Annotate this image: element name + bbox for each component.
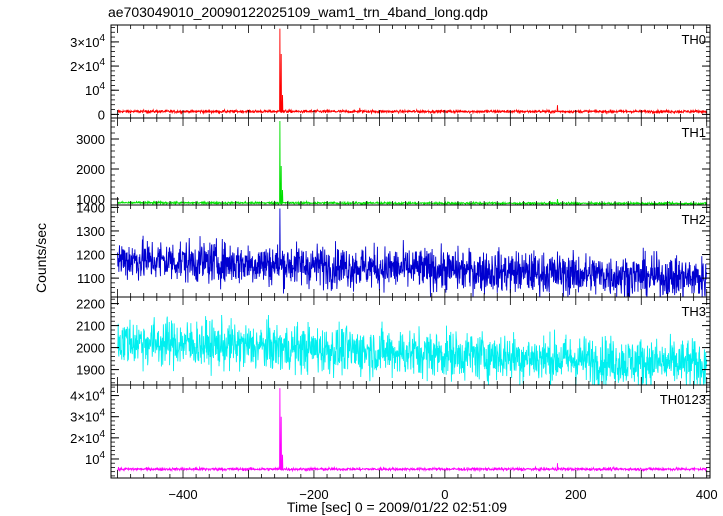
y-tick-label: 2×104 bbox=[70, 429, 105, 446]
y-tick-label: 104 bbox=[85, 81, 105, 98]
panel-label-th1: TH1 bbox=[681, 125, 706, 140]
y-tick-label: 3×104 bbox=[70, 33, 105, 50]
y-tick-label: 2200 bbox=[76, 297, 105, 312]
y-tick-label: 104 bbox=[85, 450, 105, 467]
series-line-th0 bbox=[117, 28, 708, 115]
panel-label-th2: TH2 bbox=[681, 212, 706, 227]
y-tick-label: 3000 bbox=[76, 132, 105, 147]
x-tick-label: 0 bbox=[441, 487, 448, 502]
y-tick-label: 2×104 bbox=[70, 57, 105, 74]
series-line-th0123 bbox=[117, 388, 708, 473]
x-tick-label: 400 bbox=[696, 487, 718, 502]
panel-label-th0: TH0 bbox=[681, 32, 706, 47]
x-axis-title: Time [sec] 0 = 2009/01/22 02:51:09 bbox=[287, 499, 507, 515]
series-line-th1 bbox=[117, 120, 708, 205]
panel-th2: 1100 1200 1300 1400 TH2 bbox=[76, 200, 711, 298]
panel-th3: 1900 2000 2100 2200 TH3 bbox=[76, 296, 711, 386]
y-tick-label: 2000 bbox=[76, 341, 105, 356]
panel-label-th0123: TH0123 bbox=[660, 392, 706, 407]
y-tick-label: 1300 bbox=[76, 224, 105, 239]
y-tick-label: 1900 bbox=[76, 363, 105, 378]
y-tick-label: 2100 bbox=[76, 319, 105, 334]
panel-th0123: 104 2×104 3×104 4×104 TH0123 bbox=[70, 384, 711, 479]
y-tick-label: 1400 bbox=[76, 200, 105, 215]
y-tick-label: 1000 bbox=[76, 192, 105, 207]
panel-th0: 0 104 2×104 3×104 TH0 bbox=[70, 24, 711, 122]
plot-title: ae703049010_20090122025109_wam1_trn_4ban… bbox=[108, 4, 488, 20]
y-tick-label: 2000 bbox=[76, 162, 105, 177]
y-tick-label: 4×104 bbox=[70, 387, 105, 404]
panel-th1: 1000 2000 3000 TH1 bbox=[76, 117, 711, 207]
series-line-th3 bbox=[117, 314, 708, 385]
series-line-th2 bbox=[117, 208, 708, 297]
panel-frame bbox=[110, 24, 711, 119]
y-tick-label: 1100 bbox=[77, 271, 105, 286]
y-tick-label: 1200 bbox=[76, 248, 105, 263]
y-tick-label: 3×104 bbox=[70, 408, 105, 425]
panel-frame bbox=[110, 117, 711, 206]
y-tick-label: 0 bbox=[98, 107, 105, 122]
y-axis-title: Counts/sec bbox=[33, 223, 49, 293]
x-tick-label: −400 bbox=[168, 487, 197, 502]
panel-frame bbox=[110, 384, 711, 479]
x-tick-label: 200 bbox=[565, 487, 587, 502]
x-tick-label: −200 bbox=[299, 487, 328, 502]
panel-label-th3: TH3 bbox=[681, 304, 706, 319]
